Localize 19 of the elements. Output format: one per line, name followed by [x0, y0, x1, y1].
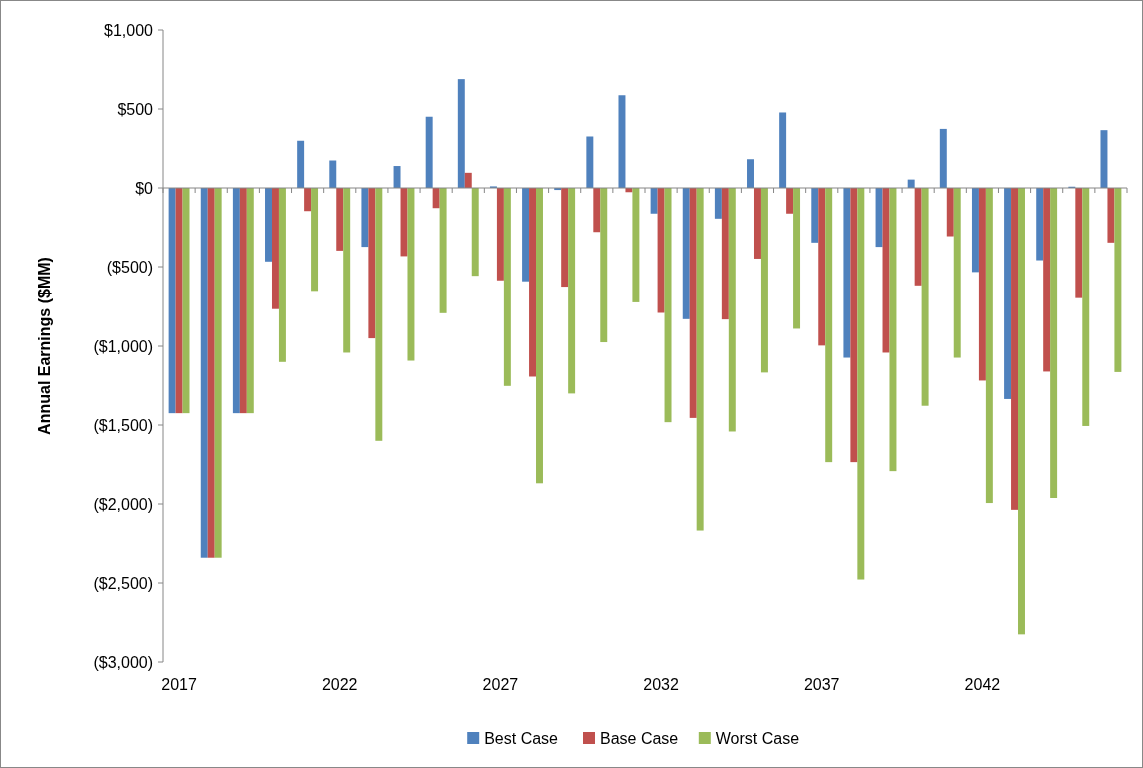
y-axis-title: Annual Earnings ($MM) [36, 257, 53, 435]
legend-label: Best Case [484, 729, 559, 747]
y-tick-label: ($2,000) [93, 495, 153, 513]
legend-label: Worst Case [715, 729, 800, 747]
y-tick-label: ($2,500) [93, 574, 153, 592]
y-tick-label: $1,000 [104, 21, 154, 39]
x-tick-label: 2042 [964, 676, 1001, 693]
y-tick-label: $500 [117, 100, 154, 118]
x-tick-label: 2022 [321, 676, 358, 693]
x-tick-label: 2032 [643, 676, 679, 693]
x-tick-label: 2037 [803, 676, 840, 693]
x-tick-label: 2027 [482, 676, 519, 693]
legend-label: Base Case [600, 729, 679, 747]
y-tick-label: ($500) [106, 258, 153, 276]
y-tick-label: $0 [135, 179, 154, 197]
y-tick-label: ($1,500) [93, 416, 153, 434]
y-tick-label: ($1,000) [93, 337, 153, 355]
y-tick-label: ($3,000) [93, 653, 153, 671]
x-tick-label: 2017 [161, 676, 197, 693]
